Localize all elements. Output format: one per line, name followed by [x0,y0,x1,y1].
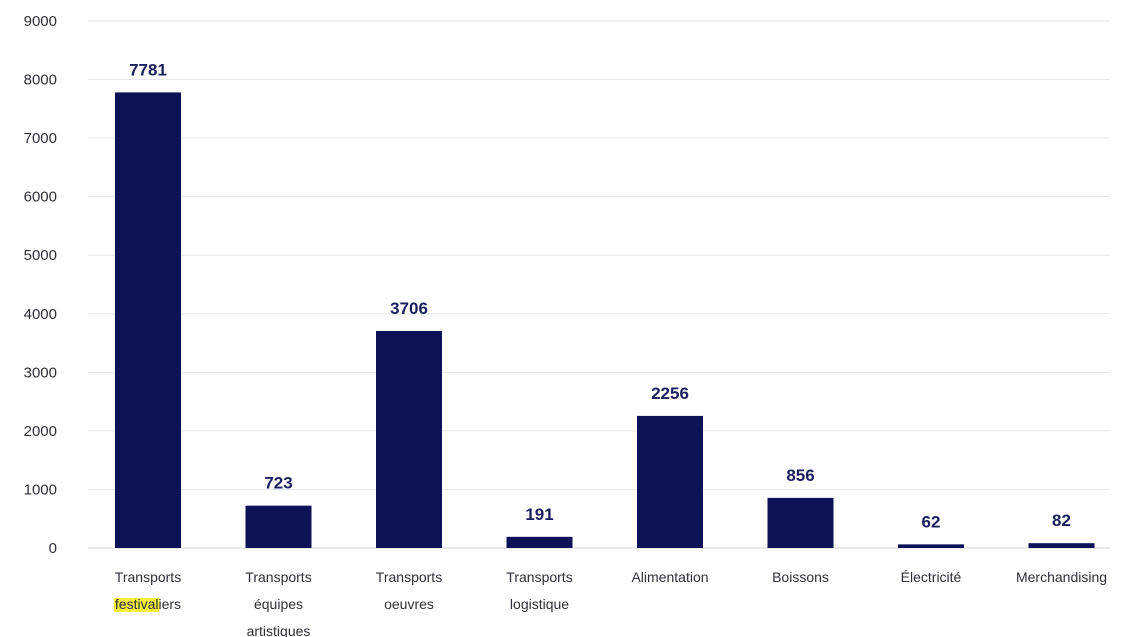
x-tick-label: Transports festivaliers [113,569,181,612]
x-tick-line: logistique [510,596,569,612]
bar [115,92,181,549]
bar [376,330,442,548]
y-tick-label: 6000 [24,189,57,206]
x-tick-line: Merchandising [1016,569,1107,585]
x-tick-line: Électricité [901,569,962,585]
data-labels: 7781 723 3706 191 2256 856 62 82 [129,60,1071,531]
bar [637,415,703,548]
data-label: 191 [525,505,553,524]
y-tick-label: 2000 [24,423,57,440]
x-tick-label: Boissons [772,569,829,585]
highlighted-text: festival [115,596,159,612]
x-tick-label: Alimentation [631,569,708,585]
bar [506,536,573,548]
y-tick-label: 8000 [24,72,57,89]
bar [245,505,312,548]
bars [115,92,1095,549]
bar [767,497,834,548]
x-tick-label: Transports oeuvres [376,569,442,612]
x-tick-line: artistiques [247,623,311,637]
text-highlight [113,598,160,612]
data-label: 2256 [651,384,689,403]
y-tick-label: 9000 [24,13,57,30]
x-tick-text: iers [159,596,182,612]
x-tick-label: Électricité [901,569,962,585]
x-tick-line: festivaliers [115,596,181,612]
x-axis-ticks: Transports festivaliers Transports équipes a… [113,569,1107,637]
y-tick-label: 1000 [24,481,57,498]
y-axis-ticks: 0 1000 2000 3000 4000 5000 6000 7000 8000 9000 [24,13,57,557]
x-tick-label: Transports équipes artistiques [245,569,311,637]
data-label: 856 [786,466,814,485]
x-tick-line: Transports [245,569,311,585]
y-tick-label: 5000 [24,247,57,264]
y-tick-label: 4000 [24,306,57,323]
data-label: 723 [264,474,292,493]
x-tick-label: Transports logistique [506,569,572,612]
y-tick-label: 3000 [24,364,57,381]
y-tick-label: 0 [49,540,57,557]
x-tick-line: Transports [115,569,181,585]
x-tick-line: équipes [254,596,303,612]
x-tick-line: oeuvres [384,596,434,612]
bar [898,544,964,548]
x-tick-line: Transports [506,569,572,585]
y-tick-label: 7000 [24,130,57,147]
x-tick-line: Transports [376,569,442,585]
x-tick-line: Boissons [772,569,829,585]
data-label: 62 [922,512,941,531]
gridlines [88,20,1110,549]
data-label: 7781 [129,60,167,79]
x-tick-line: Alimentation [631,569,708,585]
x-tick-label: Merchandising [1016,569,1107,585]
data-label: 3706 [390,299,428,318]
bar [1028,543,1095,548]
data-label: 82 [1052,511,1071,530]
